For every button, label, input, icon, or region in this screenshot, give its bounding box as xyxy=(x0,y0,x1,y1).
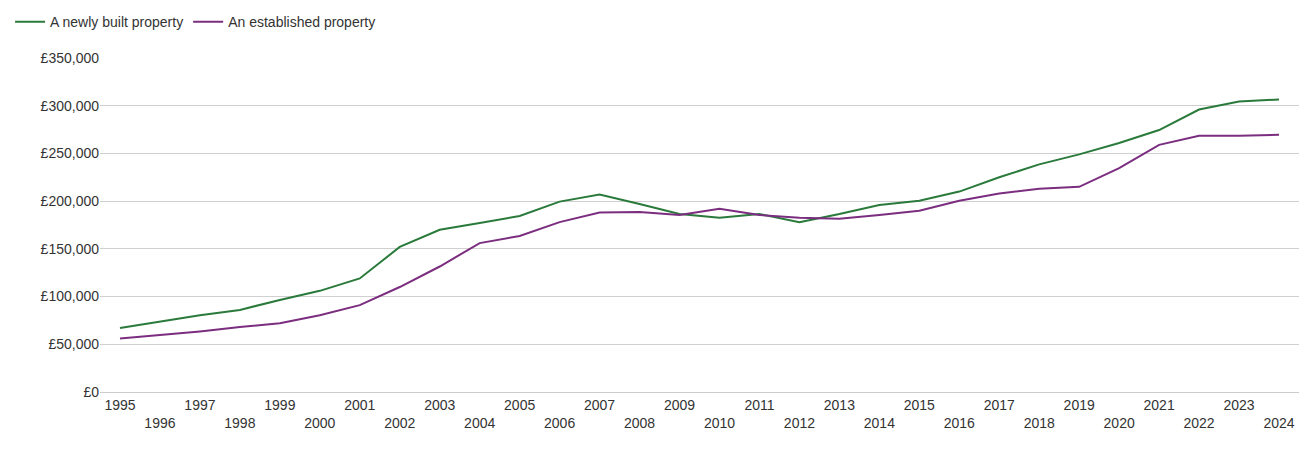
svg-text:2007: 2007 xyxy=(584,397,615,413)
svg-text:2009: 2009 xyxy=(664,397,695,413)
svg-text:1995: 1995 xyxy=(104,397,135,413)
svg-text:£250,000: £250,000 xyxy=(41,145,100,161)
svg-text:£150,000: £150,000 xyxy=(41,241,100,257)
svg-text:2022: 2022 xyxy=(1184,415,1215,431)
svg-text:2014: 2014 xyxy=(864,415,895,431)
svg-text:2003: 2003 xyxy=(424,397,455,413)
svg-text:1997: 1997 xyxy=(184,397,215,413)
svg-text:2005: 2005 xyxy=(504,397,535,413)
svg-text:1999: 1999 xyxy=(264,397,295,413)
svg-text:2004: 2004 xyxy=(464,415,495,431)
svg-text:2012: 2012 xyxy=(784,415,815,431)
svg-text:2020: 2020 xyxy=(1104,415,1135,431)
svg-text:2010: 2010 xyxy=(704,415,735,431)
svg-text:2017: 2017 xyxy=(984,397,1015,413)
svg-text:£200,000: £200,000 xyxy=(41,193,100,209)
svg-text:2006: 2006 xyxy=(544,415,575,431)
svg-text:2021: 2021 xyxy=(1144,397,1175,413)
svg-text:£350,000: £350,000 xyxy=(41,50,100,66)
svg-text:A newly built property: A newly built property xyxy=(50,14,183,30)
svg-text:An established property: An established property xyxy=(228,14,375,30)
svg-text:2001: 2001 xyxy=(344,397,375,413)
svg-text:2011: 2011 xyxy=(744,397,774,413)
svg-text:£0: £0 xyxy=(83,384,99,400)
svg-text:2018: 2018 xyxy=(1024,415,1055,431)
svg-text:£100,000: £100,000 xyxy=(41,288,100,304)
svg-text:1998: 1998 xyxy=(224,415,255,431)
svg-text:2000: 2000 xyxy=(304,415,335,431)
svg-text:2024: 2024 xyxy=(1263,415,1294,431)
svg-text:£300,000: £300,000 xyxy=(41,98,100,114)
svg-text:2008: 2008 xyxy=(624,415,655,431)
svg-text:2002: 2002 xyxy=(384,415,415,431)
svg-text:2016: 2016 xyxy=(944,415,975,431)
svg-text:1996: 1996 xyxy=(144,415,175,431)
svg-text:2019: 2019 xyxy=(1064,397,1095,413)
svg-text:2013: 2013 xyxy=(824,397,855,413)
svg-text:£50,000: £50,000 xyxy=(48,336,99,352)
svg-text:2015: 2015 xyxy=(904,397,935,413)
svg-text:2023: 2023 xyxy=(1223,397,1254,413)
